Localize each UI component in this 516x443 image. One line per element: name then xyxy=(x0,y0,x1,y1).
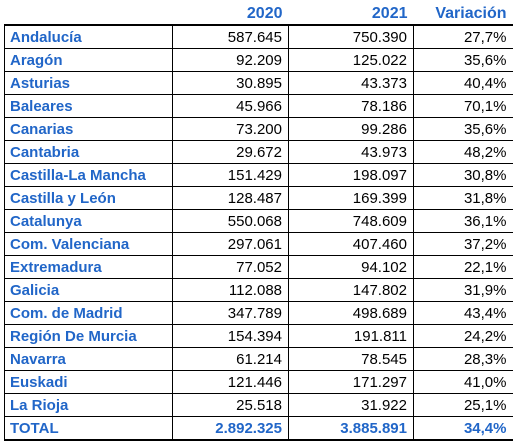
variation-cell: 27,7% xyxy=(413,25,513,49)
table-row: Catalunya 550.068 748.609 36,1% xyxy=(4,209,513,233)
data-table: 2020 2021 Variación Andalucía 587.645 750.… xyxy=(4,0,513,441)
value-2021-cell: 3.885.891 xyxy=(288,416,414,441)
value-2021-cell: 169.399 xyxy=(288,186,414,210)
value-2020-cell: 550.068 xyxy=(172,209,289,233)
value-2020-cell: 121.446 xyxy=(172,370,289,394)
value-2020-cell: 73.200 xyxy=(172,117,289,141)
value-2021-cell: 198.097 xyxy=(288,163,414,187)
table-row: Cantabria 29.672 43.973 48,2% xyxy=(4,140,513,164)
value-2021-cell: 43.973 xyxy=(288,140,414,164)
region-cell: Baleares xyxy=(4,94,173,118)
value-2021-cell: 191.811 xyxy=(288,324,414,348)
value-2020-cell: 25.518 xyxy=(172,393,289,417)
value-2021-cell: 147.802 xyxy=(288,278,414,302)
value-2020-cell: 2.892.325 xyxy=(172,416,289,441)
value-2020-cell: 30.895 xyxy=(172,71,289,95)
table-row: Euskadi 121.446 171.297 41,0% xyxy=(4,370,513,394)
variation-cell: 41,0% xyxy=(413,370,513,394)
table-row: Aragón 92.209 125.022 35,6% xyxy=(4,48,513,72)
value-2020-cell: 151.429 xyxy=(172,163,289,187)
region-cell: Castilla-La Mancha xyxy=(4,163,173,187)
table-row: Baleares 45.966 78.186 70,1% xyxy=(4,94,513,118)
header-row: 2020 2021 Variación xyxy=(4,0,513,26)
value-2021-cell: 43.373 xyxy=(288,71,414,95)
table-row: Región De Murcia 154.394 191.811 24,2% xyxy=(4,324,513,348)
total-row: TOTAL 2.892.325 3.885.891 34,4% xyxy=(4,416,513,441)
value-2021-cell: 78.186 xyxy=(288,94,414,118)
value-2021-cell: 125.022 xyxy=(288,48,414,72)
header-2020: 2020 xyxy=(172,0,289,26)
region-cell: Castilla y León xyxy=(4,186,173,210)
variation-cell: 22,1% xyxy=(413,255,513,279)
table-row: Com. Valenciana 297.061 407.460 37,2% xyxy=(4,232,513,256)
region-cell: Cantabria xyxy=(4,140,173,164)
value-2021-cell: 94.102 xyxy=(288,255,414,279)
region-cell: Navarra xyxy=(4,347,173,371)
region-cell: Catalunya xyxy=(4,209,173,233)
variation-cell: 30,8% xyxy=(413,163,513,187)
table-row: La Rioja 25.518 31.922 25,1% xyxy=(4,393,513,417)
region-cell: Com. Valenciana xyxy=(4,232,173,256)
region-cell: Asturias xyxy=(4,71,173,95)
value-2020-cell: 45.966 xyxy=(172,94,289,118)
region-cell: Región De Murcia xyxy=(4,324,173,348)
region-cell: TOTAL xyxy=(4,416,173,441)
variation-cell: 24,2% xyxy=(413,324,513,348)
variation-cell: 36,1% xyxy=(413,209,513,233)
variation-cell: 43,4% xyxy=(413,301,513,325)
variation-cell: 35,6% xyxy=(413,48,513,72)
table-row: Castilla-La Mancha 151.429 198.097 30,8% xyxy=(4,163,513,187)
value-2020-cell: 77.052 xyxy=(172,255,289,279)
table-row: Andalucía 587.645 750.390 27,7% xyxy=(4,25,513,49)
table-row: Com. de Madrid 347.789 498.689 43,4% xyxy=(4,301,513,325)
value-2021-cell: 407.460 xyxy=(288,232,414,256)
table-row: Castilla y León 128.487 169.399 31,8% xyxy=(4,186,513,210)
value-2021-cell: 748.609 xyxy=(288,209,414,233)
value-2020-cell: 61.214 xyxy=(172,347,289,371)
value-2020-cell: 347.789 xyxy=(172,301,289,325)
region-cell: Aragón xyxy=(4,48,173,72)
variation-cell: 25,1% xyxy=(413,393,513,417)
table-header: 2020 2021 Variación xyxy=(4,0,513,26)
variation-cell: 35,6% xyxy=(413,117,513,141)
value-2021-cell: 171.297 xyxy=(288,370,414,394)
variation-cell: 31,9% xyxy=(413,278,513,302)
region-cell: Andalucía xyxy=(4,25,173,49)
variation-cell: 28,3% xyxy=(413,347,513,371)
value-2020-cell: 29.672 xyxy=(172,140,289,164)
region-cell: Euskadi xyxy=(4,370,173,394)
table-row: Galicia 112.088 147.802 31,9% xyxy=(4,278,513,302)
value-2020-cell: 92.209 xyxy=(172,48,289,72)
value-2021-cell: 750.390 xyxy=(288,25,414,49)
table-row: Extremadura 77.052 94.102 22,1% xyxy=(4,255,513,279)
value-2021-cell: 498.689 xyxy=(288,301,414,325)
value-2020-cell: 112.088 xyxy=(172,278,289,302)
value-2020-cell: 297.061 xyxy=(172,232,289,256)
value-2020-cell: 154.394 xyxy=(172,324,289,348)
region-cell: La Rioja xyxy=(4,393,173,417)
header-region xyxy=(4,0,173,26)
variation-cell: 37,2% xyxy=(413,232,513,256)
variation-cell: 70,1% xyxy=(413,94,513,118)
table-row: Canarias 73.200 99.286 35,6% xyxy=(4,117,513,141)
table-row: Asturias 30.895 43.373 40,4% xyxy=(4,71,513,95)
variation-cell: 40,4% xyxy=(413,71,513,95)
table-body: Andalucía 587.645 750.390 27,7% Aragón 92.209… xyxy=(4,25,513,441)
header-2021: 2021 xyxy=(288,0,414,26)
region-cell: Extremadura xyxy=(4,255,173,279)
value-2021-cell: 99.286 xyxy=(288,117,414,141)
region-cell: Canarias xyxy=(4,117,173,141)
variation-cell: 48,2% xyxy=(413,140,513,164)
table-row: Navarra 61.214 78.545 28,3% xyxy=(4,347,513,371)
variation-cell: 34,4% xyxy=(413,416,513,441)
value-2020-cell: 587.645 xyxy=(172,25,289,49)
value-2020-cell: 128.487 xyxy=(172,186,289,210)
region-cell: Galicia xyxy=(4,278,173,302)
value-2021-cell: 78.545 xyxy=(288,347,414,371)
variation-cell: 31,8% xyxy=(413,186,513,210)
region-cell: Com. de Madrid xyxy=(4,301,173,325)
value-2021-cell: 31.922 xyxy=(288,393,414,417)
header-variation: Variación xyxy=(413,0,513,26)
